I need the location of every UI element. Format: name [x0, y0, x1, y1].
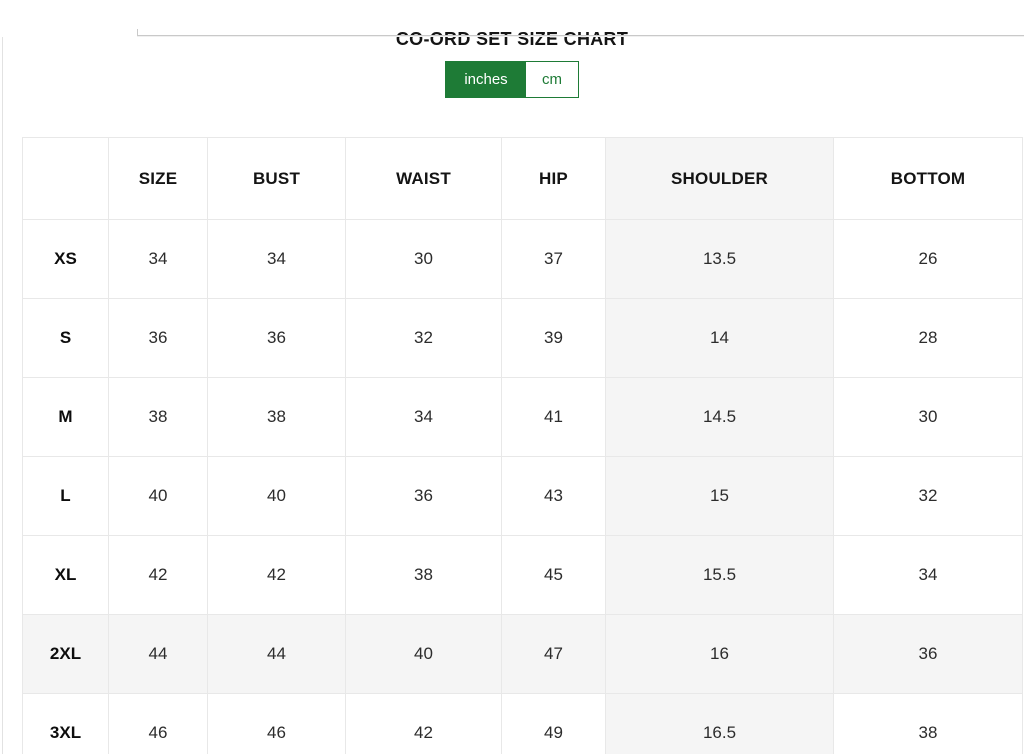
- table-cell: 15.5: [605, 535, 834, 615]
- unit-option-cm[interactable]: cm: [526, 62, 578, 97]
- frame-top-border: [137, 35, 1024, 36]
- table-cell: 37: [501, 219, 606, 299]
- table-cell: 34: [207, 219, 346, 299]
- col-header-empty: [22, 137, 109, 220]
- table-row: XL 42 42 38 45 15.5 34: [22, 535, 1023, 615]
- table-row: XS 34 34 30 37 13.5 26: [22, 219, 1023, 299]
- table-cell: 34: [345, 377, 502, 457]
- table-cell: 30: [833, 377, 1023, 457]
- table-cell: 38: [207, 377, 346, 457]
- table-cell: 38: [833, 693, 1023, 754]
- row-label-2xl: 2XL: [22, 614, 109, 694]
- table-cell: 34: [108, 219, 208, 299]
- size-chart-table: SIZE BUST WAIST HIP SHOULDER BOTTOM XS 34…: [22, 137, 1023, 754]
- page-title: CO-ORD SET SIZE CHART: [395, 29, 629, 49]
- table-cell: 32: [833, 456, 1023, 536]
- row-label-s: S: [22, 298, 109, 378]
- table-cell: 16.5: [605, 693, 834, 754]
- table-cell: 46: [108, 693, 208, 754]
- tab-corner-line: [137, 29, 138, 36]
- row-label-l: L: [22, 456, 109, 536]
- size-chart-table-wrap: SIZE BUST WAIST HIP SHOULDER BOTTOM XS 34…: [22, 137, 1023, 754]
- table-cell: 39: [501, 298, 606, 378]
- table-cell: 47: [501, 614, 606, 694]
- table-cell: 14.5: [605, 377, 834, 457]
- col-header-bust: BUST: [207, 137, 346, 220]
- table-cell: 44: [108, 614, 208, 694]
- row-label-m: M: [22, 377, 109, 457]
- table-cell: 40: [207, 456, 346, 536]
- table-cell: 16: [605, 614, 834, 694]
- unit-toggle: inches cm: [445, 61, 579, 98]
- table-row: 3XL 46 46 42 49 16.5 38: [22, 693, 1023, 754]
- table-cell: 38: [345, 535, 502, 615]
- col-header-bottom: BOTTOM: [833, 137, 1023, 220]
- unit-toggle-wrap: inches cm: [0, 61, 1024, 98]
- table-cell: 32: [345, 298, 502, 378]
- table-cell: 44: [207, 614, 346, 694]
- table-row: L 40 40 36 43 15 32: [22, 456, 1023, 536]
- table-cell: 36: [108, 298, 208, 378]
- unit-option-inches[interactable]: inches: [446, 62, 526, 97]
- table-cell: 36: [345, 456, 502, 536]
- table-cell: 34: [833, 535, 1023, 615]
- col-header-hip: HIP: [501, 137, 606, 220]
- size-table-body: XS 34 34 30 37 13.5 26 S 36 36 32 39 14 28 M 38 38 34 41 14…: [22, 219, 1023, 754]
- table-cell: 38: [108, 377, 208, 457]
- size-chart-page: CO-ORD SET SIZE CHART inches cm SIZE BUS…: [0, 29, 1024, 754]
- table-cell: 28: [833, 298, 1023, 378]
- col-header-shoulder: SHOULDER: [605, 137, 834, 220]
- table-cell: 40: [108, 456, 208, 536]
- table-cell: 49: [501, 693, 606, 754]
- table-cell: 36: [833, 614, 1023, 694]
- table-cell: 46: [207, 693, 346, 754]
- header-row: SIZE BUST WAIST HIP SHOULDER BOTTOM: [22, 137, 1023, 220]
- table-cell: 26: [833, 219, 1023, 299]
- table-cell: 42: [345, 693, 502, 754]
- row-label-xs: XS: [22, 219, 109, 299]
- table-cell: 13.5: [605, 219, 834, 299]
- table-row: M 38 38 34 41 14.5 30: [22, 377, 1023, 457]
- table-cell: 43: [501, 456, 606, 536]
- frame-left-border: [2, 37, 3, 754]
- table-cell: 14: [605, 298, 834, 378]
- col-header-size: SIZE: [108, 137, 208, 220]
- table-cell: 36: [207, 298, 346, 378]
- table-cell: 42: [108, 535, 208, 615]
- table-cell: 42: [207, 535, 346, 615]
- table-row: S 36 36 32 39 14 28: [22, 298, 1023, 378]
- table-cell: 15: [605, 456, 834, 536]
- col-header-waist: WAIST: [345, 137, 502, 220]
- table-cell: 40: [345, 614, 502, 694]
- table-cell: 30: [345, 219, 502, 299]
- row-label-3xl: 3XL: [22, 693, 109, 754]
- table-cell: 41: [501, 377, 606, 457]
- table-cell: 45: [501, 535, 606, 615]
- row-label-xl: XL: [22, 535, 109, 615]
- table-row: 2XL 44 44 40 47 16 36: [22, 614, 1023, 694]
